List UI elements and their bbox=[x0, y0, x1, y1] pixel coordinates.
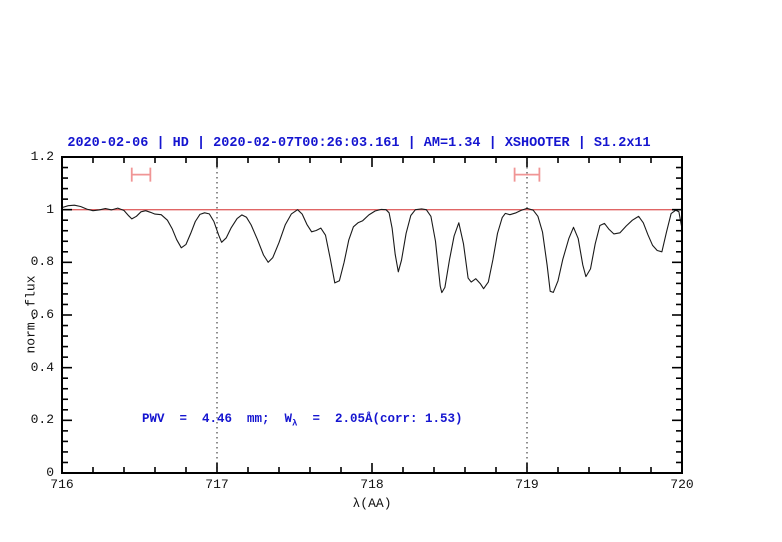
plot-frame bbox=[61, 156, 683, 474]
y-tick-label: 0 bbox=[46, 465, 54, 480]
y-tick-label: 1.2 bbox=[30, 149, 54, 164]
y-tick-label: 0.6 bbox=[30, 307, 54, 322]
y-tick-label: 0.8 bbox=[30, 254, 54, 270]
y-tick-label: 1 bbox=[46, 201, 54, 217]
x-tick-label: 719 bbox=[515, 477, 539, 492]
pwv-annotation: PWV = 4.46 mm; Wλ = 2.05Å(corr: 1.53) bbox=[142, 412, 462, 429]
x-tick-label: 720 bbox=[670, 477, 694, 492]
lambda-subscript: λ bbox=[292, 418, 298, 429]
spectrum-line bbox=[61, 204, 683, 294]
pwv-annotation-post: = 2.05Å(corr: 1.53) bbox=[297, 412, 463, 426]
x-tick-label: 718 bbox=[360, 477, 384, 492]
x-tick-label: 717 bbox=[205, 477, 229, 492]
plot-title: 2020-02-06 | HD | 2020-02-07T00:26:03.16… bbox=[67, 136, 651, 151]
x-axis-label: λ(AA) bbox=[352, 496, 392, 511]
pwv-annotation-pre: PWV = 4.46 mm; W bbox=[142, 412, 293, 426]
x-tick-label: 716 bbox=[50, 477, 74, 492]
y-tick-label: 0.2 bbox=[30, 412, 54, 428]
y-tick-label: 0.4 bbox=[30, 359, 54, 375]
